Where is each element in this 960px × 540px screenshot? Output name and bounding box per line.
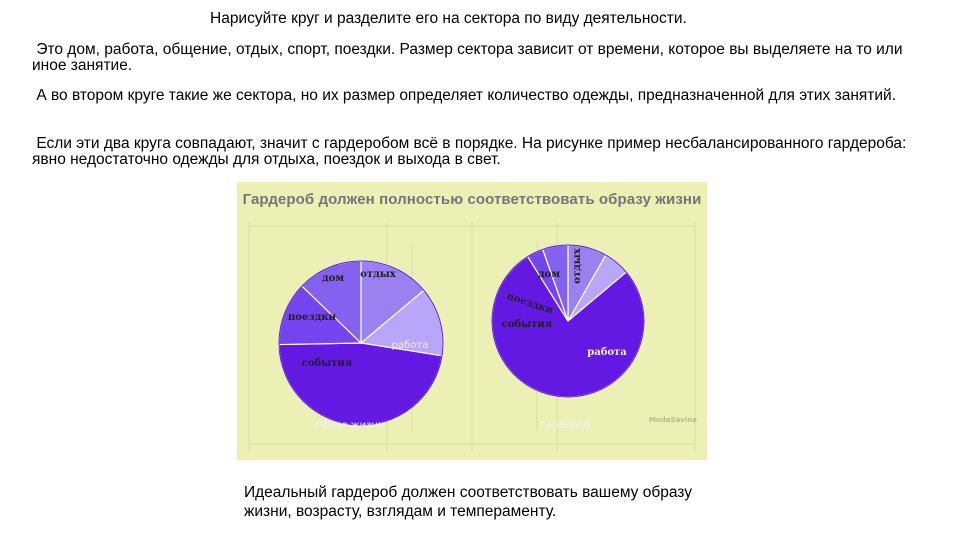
pie-outline — [278, 260, 444, 426]
paragraph-comparison: Если эти два круга совпадают, значит с г… — [32, 135, 911, 168]
slice-label: события — [502, 319, 553, 330]
figure-title: Гардероб должен полностью соответствоват… — [242, 191, 702, 208]
pie-title: Образ жизни — [316, 420, 385, 431]
slice-label: отдых — [360, 269, 397, 280]
slice-label: работа — [392, 340, 429, 351]
slice-label: события — [302, 358, 353, 369]
watermark: ModaSavina — [649, 416, 697, 424]
slice-label: дом — [322, 273, 344, 284]
slice-label: отдых — [572, 247, 583, 284]
pie-outline — [491, 244, 645, 398]
slide-title: Нарисуйте круг и разделите его на сектор… — [210, 10, 687, 27]
slice-label: дом — [538, 269, 560, 280]
paragraph-second-circle: А во втором круге такие же сектора, но и… — [32, 87, 896, 104]
paragraph-activities: Это дом, работа, общение, отдых, спорт, … — [32, 41, 907, 74]
pie-title: Гардероб — [540, 420, 590, 431]
slice-label: поездки — [288, 312, 337, 323]
slice-label: работа — [587, 347, 627, 358]
pie-chart-lifestyle: дом отдых работа события поездки Образ жизни — [278, 260, 444, 431]
pie-slice-lifestyle-2 — [278, 342, 443, 426]
wardrobe-figure: дом отдых работа события поездки Образ жизни … — [237, 182, 707, 460]
caption: Идеальный гардероб должен соответствоват… — [244, 484, 697, 520]
